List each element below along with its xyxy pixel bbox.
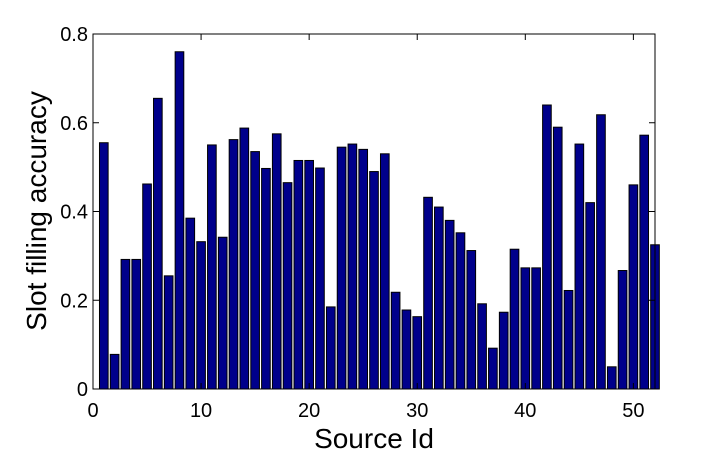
y-tick-label-0: 0 [77,379,88,401]
bar-51 [639,134,650,390]
bar-28 [390,291,401,390]
bar-2 [109,353,120,390]
bar-38 [498,311,509,390]
bar-1 [98,142,109,390]
x-tick-label-0: 0 [87,400,98,422]
bar-26 [369,171,379,390]
ticks-group [92,33,655,390]
bar-29 [401,309,412,390]
y-tick-label-2: 0.4 [60,202,88,224]
bar-24 [347,143,358,390]
y-tick-label-3: 0.6 [60,113,88,135]
bar-50 [628,184,639,390]
bar-46 [585,202,595,390]
bar-34 [455,232,466,390]
bar-17 [271,133,282,390]
bar-27 [379,153,390,390]
bar-42 [542,104,552,390]
x-tick-label-30: 30 [406,400,428,422]
x-tick-label-10: 10 [190,400,212,422]
y-axis-label: Slot filling accuracy [21,91,52,331]
x-axis-label: Source Id [314,423,434,454]
x-tick-label-50: 50 [622,400,644,422]
bar-39 [509,248,520,390]
bar-10 [196,241,206,390]
x-tick-label-20: 20 [298,400,320,422]
x-tick-labels: 0 10 20 30 40 50 [87,400,644,422]
bar-21 [315,167,325,390]
bar-23 [336,146,347,390]
bar-14 [239,127,250,390]
bar-8 [174,51,185,390]
bar-13 [228,139,239,390]
bar-32 [434,206,444,390]
bar-11 [207,144,217,390]
bar-5 [142,183,152,390]
y-tick-labels: 0 0.2 0.4 0.6 0.8 [60,24,88,401]
bar-31 [423,196,433,390]
bar-4 [131,258,142,390]
bar-37 [488,347,498,390]
bar-7 [163,275,174,390]
y-tick-label-1: 0.2 [60,290,88,312]
bar-12 [217,236,228,390]
bar-35 [466,250,477,390]
bar-25 [358,148,369,390]
bar-44 [563,289,574,390]
bar-36 [477,303,487,390]
bar-6 [153,97,163,390]
bar-45 [574,143,585,390]
bar-30 [412,316,423,390]
bar-48 [606,366,617,390]
bar-15 [250,151,260,390]
bar-19 [293,159,304,390]
bar-43 [552,126,563,390]
bar-16 [261,167,271,390]
bar-20 [304,159,314,390]
bar-40 [520,267,531,390]
bar-41 [531,267,541,390]
bar-3 [120,258,131,390]
bar-9 [185,217,196,390]
bar-18 [282,182,293,390]
bars-group [98,51,660,390]
bar-49 [617,270,628,390]
bar-47 [596,114,606,390]
bar-33 [444,219,455,390]
x-tick-label-40: 40 [514,400,536,422]
y-tick-label-4: 0.8 [60,24,88,46]
bar-22 [325,306,336,390]
